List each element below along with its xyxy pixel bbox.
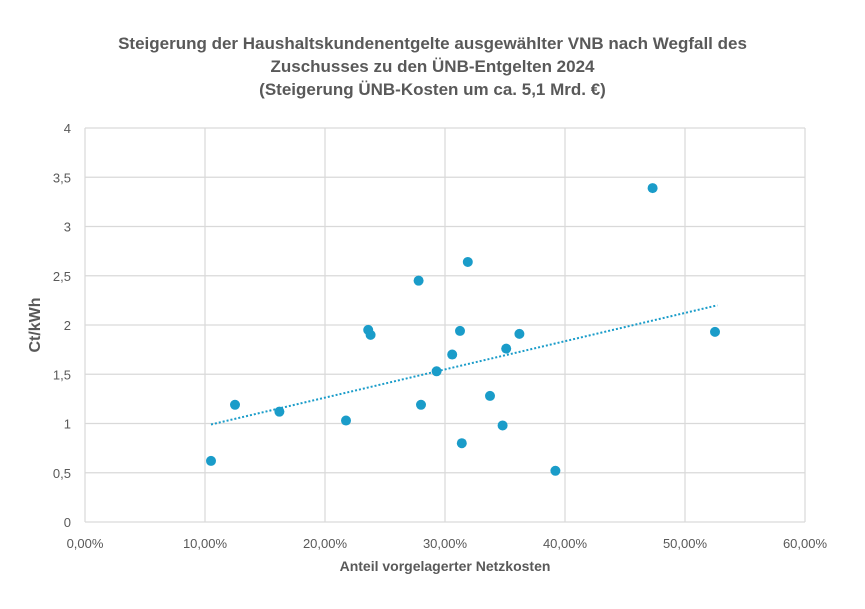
data-point [447,349,458,360]
chart-title-line-3: (Steigerung ÜNB-Kosten um ca. 5,1 Mrd. €… [259,80,606,99]
data-point [230,399,240,410]
x-tick-label: 50,00% [663,536,708,551]
data-point [416,399,426,410]
data-point [462,256,473,267]
data-point [497,420,508,431]
chart-title-line-2: Zuschusses zu den ÜNB-Entgelten 2024 [270,57,595,76]
trendline [210,304,718,426]
y-tick-label: 0 [64,515,71,530]
data-point [485,390,495,401]
data-point [550,465,561,476]
x-tick-label: 60,00% [783,536,828,551]
y-tick-label: 2 [64,318,71,333]
y-axis-label: Ct/kWh [27,297,44,352]
data-point [647,183,658,194]
data-point [456,438,467,449]
data-point [365,329,376,340]
data-point [501,343,512,354]
data-point [274,406,285,417]
y-tick-label: 3 [64,220,71,235]
x-tick-label: 0,00% [67,536,104,551]
x-tick-label: 30,00% [423,536,468,551]
y-tick-label: 1,5 [53,367,71,382]
data-point [206,455,216,466]
x-tick-label: 10,00% [183,536,228,551]
data-point [710,326,720,337]
x-axis-label: Anteil vorgelagerter Netzkosten [340,558,551,574]
data-point [413,275,424,286]
data-point [455,325,465,336]
y-tick-label: 1 [64,417,71,432]
y-tick-label: 2,5 [53,269,71,284]
y-tick-label: 4 [64,121,71,136]
y-tick-label: 3,5 [53,170,71,185]
x-tick-label: 20,00% [303,536,348,551]
y-tick-label: 0,5 [53,466,71,481]
x-tick-label: 40,00% [543,536,588,551]
data-point [431,366,442,377]
chart-title-line-1: Steigerung der Haushaltskundenentgelte a… [118,34,747,53]
data-point [341,415,351,426]
data-point [514,328,525,339]
